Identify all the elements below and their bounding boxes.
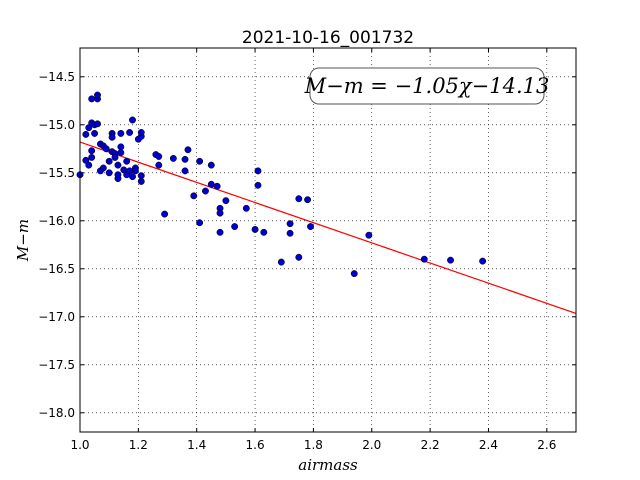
data-point xyxy=(137,129,145,136)
data-point xyxy=(126,129,134,136)
data-point xyxy=(286,220,294,228)
data-point xyxy=(447,256,454,264)
y-tick-label: −17.5 xyxy=(38,358,75,372)
fit-annotation-box xyxy=(309,67,545,105)
data-point xyxy=(479,257,487,265)
data-point xyxy=(117,143,125,151)
chart-title: 2021-10-16_001732 xyxy=(242,28,414,48)
y-tick-label: −16.5 xyxy=(38,262,75,276)
data-point xyxy=(286,229,294,237)
data-point xyxy=(202,187,209,195)
data-point xyxy=(94,91,101,99)
data-point xyxy=(295,253,303,261)
data-point xyxy=(242,204,250,212)
data-point xyxy=(304,196,312,204)
data-point xyxy=(94,120,101,128)
data-point xyxy=(184,146,192,154)
x-tick-label: 2.6 xyxy=(537,438,556,452)
x-tick-label: 2.0 xyxy=(362,438,381,452)
data-point xyxy=(105,157,113,165)
data-point xyxy=(231,223,239,231)
data-point xyxy=(129,173,136,181)
data-point xyxy=(155,153,163,160)
data-point xyxy=(365,231,373,239)
y-tick-label: −15.5 xyxy=(38,166,75,180)
data-point xyxy=(137,177,145,185)
data-point xyxy=(99,164,107,172)
data-point xyxy=(216,228,224,236)
data-point xyxy=(111,153,119,161)
data-point xyxy=(181,167,189,175)
x-tick-label: 1.8 xyxy=(304,438,323,452)
data-point xyxy=(169,154,177,162)
plot-frame xyxy=(80,48,576,432)
data-point xyxy=(277,258,285,266)
fit-line xyxy=(79,141,577,315)
data-point xyxy=(196,157,204,165)
fit-annotation: M−m = −1.05χ−14.13 xyxy=(304,67,550,105)
data-point xyxy=(207,180,215,188)
axis-ticks: 1.0 1.2 1.4 1.6 1.8 2.0 2.2 2.4 2.6 −14.5 −15.0 −15… xyxy=(38,48,576,452)
data-point xyxy=(85,161,93,169)
x-tick-label: 2.4 xyxy=(479,438,498,452)
data-point xyxy=(88,95,96,103)
x-tick-label: 1.6 xyxy=(246,438,265,452)
data-point xyxy=(350,270,358,278)
x-tick-label: 1.2 xyxy=(129,438,148,452)
y-tick-label: −14.5 xyxy=(38,70,75,84)
data-point xyxy=(108,133,116,141)
x-tick-label: 1.4 xyxy=(187,438,206,452)
data-point xyxy=(88,147,96,155)
y-tick-label: −15.0 xyxy=(38,118,75,132)
x-tick-label: 2.2 xyxy=(421,438,440,452)
fit-line-group xyxy=(79,141,577,315)
data-point xyxy=(126,167,134,175)
data-points xyxy=(76,91,487,278)
data-point xyxy=(114,171,122,179)
data-point xyxy=(181,155,189,163)
data-point xyxy=(216,209,224,217)
plot-border xyxy=(79,47,577,433)
data-point xyxy=(155,161,163,169)
data-point xyxy=(295,195,303,203)
data-point xyxy=(137,172,145,180)
data-point xyxy=(420,255,428,263)
y-tick-label: −18.0 xyxy=(38,406,75,420)
x-tick-label: 1.0 xyxy=(70,438,89,452)
y-tick-label: −16.0 xyxy=(38,214,75,228)
fit-annotation-text: M−m = −1.05χ−14.13 xyxy=(304,74,550,98)
data-point xyxy=(161,210,169,218)
y-tick-label: −17.0 xyxy=(38,310,75,324)
data-point xyxy=(82,130,90,138)
data-point xyxy=(307,223,314,231)
data-point xyxy=(190,192,198,200)
y-axis-label: M−m xyxy=(14,219,32,262)
data-point xyxy=(254,167,262,175)
data-point xyxy=(129,116,136,124)
data-point xyxy=(117,129,125,137)
x-axis-label: airmass xyxy=(298,456,358,474)
data-point xyxy=(254,181,262,189)
data-point xyxy=(123,157,131,165)
data-point xyxy=(88,153,96,161)
data-point xyxy=(251,225,259,233)
data-point xyxy=(260,228,268,236)
data-point xyxy=(102,145,110,153)
data-point xyxy=(131,167,139,175)
data-point xyxy=(207,161,215,169)
data-point xyxy=(105,169,113,177)
data-point xyxy=(222,197,230,205)
data-point xyxy=(91,129,99,137)
data-point xyxy=(196,219,204,227)
data-point xyxy=(213,182,221,190)
data-point xyxy=(117,149,125,157)
data-point xyxy=(114,161,122,169)
